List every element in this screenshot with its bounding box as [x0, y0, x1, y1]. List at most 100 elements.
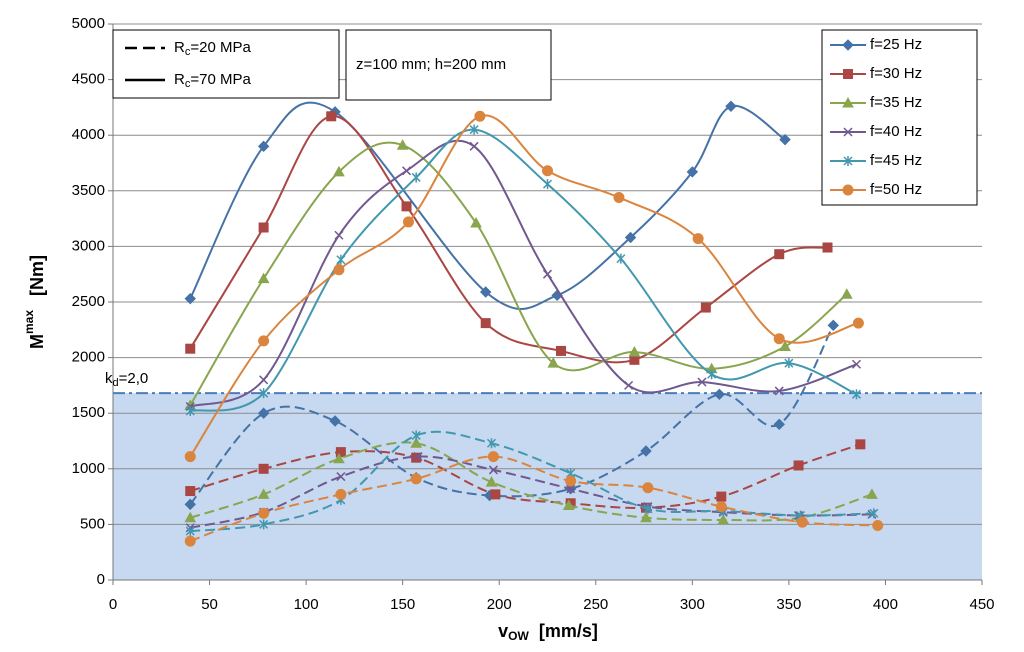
marker — [486, 438, 497, 449]
marker — [184, 292, 196, 305]
legend-marker — [842, 39, 854, 51]
marker — [851, 359, 862, 369]
x-tick-label: 0 — [109, 596, 117, 613]
series-line — [189, 115, 828, 364]
marker — [396, 139, 409, 150]
marker — [259, 519, 269, 530]
marker — [257, 488, 270, 499]
marker — [334, 230, 344, 240]
annotation: z=100 mm; h=200 mm — [356, 56, 506, 73]
marker — [259, 375, 269, 385]
marker — [479, 286, 492, 298]
x-tick-label: 250 — [583, 596, 608, 613]
x-axis-title: vOW [mm/s] — [498, 621, 598, 643]
marker — [556, 345, 567, 356]
marker — [713, 388, 726, 401]
marker — [469, 124, 479, 135]
series-line — [189, 101, 786, 310]
marker — [411, 430, 421, 441]
y-tick-label: 1000 — [72, 460, 105, 477]
marker — [686, 166, 699, 178]
marker — [700, 302, 711, 313]
marker — [628, 346, 641, 357]
legend-label: f=40 Hz — [870, 123, 922, 140]
y-tick-label: 5000 — [72, 15, 105, 32]
x-tick-label: 100 — [294, 596, 319, 613]
y-tick-label: 4500 — [72, 71, 105, 88]
y-tick-label: 3500 — [72, 182, 105, 199]
marker — [258, 507, 270, 519]
y-label-sup: max — [22, 310, 36, 334]
legend-label: f=50 Hz — [870, 181, 922, 198]
threshold-label: kd=2,0 — [105, 370, 148, 389]
marker — [796, 516, 808, 528]
threshold-label-main: k — [105, 370, 113, 387]
legend-box — [821, 29, 978, 206]
style-legend-rest: =70 MPa — [190, 71, 251, 88]
x-label-sub: OW — [508, 629, 529, 643]
marker — [257, 407, 270, 419]
marker — [827, 319, 840, 332]
legend-marker — [842, 184, 854, 196]
series-line — [189, 141, 848, 406]
marker — [547, 357, 560, 368]
annotation-box — [345, 29, 552, 101]
marker — [329, 415, 341, 427]
series-line — [189, 443, 861, 509]
marker — [716, 491, 727, 502]
marker — [336, 254, 346, 265]
marker — [470, 217, 482, 228]
marker — [258, 222, 269, 233]
y-tick-label: 500 — [80, 515, 105, 532]
marker — [410, 437, 423, 448]
marker — [413, 452, 423, 462]
series-line — [189, 139, 857, 408]
marker — [562, 499, 575, 510]
style-legend-main: R — [174, 71, 185, 88]
legend-label: f=35 Hz — [870, 94, 922, 111]
marker — [401, 201, 412, 212]
marker — [474, 110, 486, 122]
marker — [259, 388, 269, 399]
marker — [872, 520, 884, 532]
marker — [258, 463, 269, 474]
marker — [184, 498, 196, 511]
marker — [715, 501, 727, 513]
marker — [401, 166, 412, 176]
style-legend-box — [112, 29, 340, 99]
legend-label: f=45 Hz — [870, 152, 922, 169]
marker — [542, 165, 553, 177]
marker — [490, 489, 501, 500]
marker — [692, 233, 704, 245]
legend-marker — [842, 96, 854, 108]
marker — [336, 472, 346, 482]
marker — [335, 488, 347, 500]
y-tick-label: 3000 — [72, 237, 105, 254]
legend-marker — [843, 69, 853, 79]
style-legend-label: Rc=20 MPa — [174, 39, 251, 58]
style-legend-main: R — [174, 39, 185, 56]
marker — [774, 249, 785, 260]
legend-label: f=30 Hz — [870, 65, 922, 82]
x-tick-label: 400 — [873, 596, 898, 613]
marker — [616, 253, 626, 264]
y-tick-label: 0 — [97, 571, 105, 588]
marker — [779, 133, 791, 146]
marker — [565, 475, 577, 487]
marker — [257, 140, 270, 153]
marker — [185, 486, 196, 497]
y-axis-title: Mmax [Nm] — [22, 255, 47, 349]
marker — [851, 389, 862, 400]
x-tick-label: 300 — [680, 596, 705, 613]
marker — [185, 526, 195, 537]
marker — [869, 508, 879, 519]
marker — [707, 369, 717, 380]
marker — [852, 317, 864, 329]
y-tick-label: 2000 — [72, 349, 105, 366]
marker — [725, 100, 737, 112]
marker — [480, 318, 491, 329]
x-label-unit: [mm/s] — [539, 621, 598, 641]
legend-marker — [843, 156, 853, 166]
marker — [402, 216, 414, 228]
